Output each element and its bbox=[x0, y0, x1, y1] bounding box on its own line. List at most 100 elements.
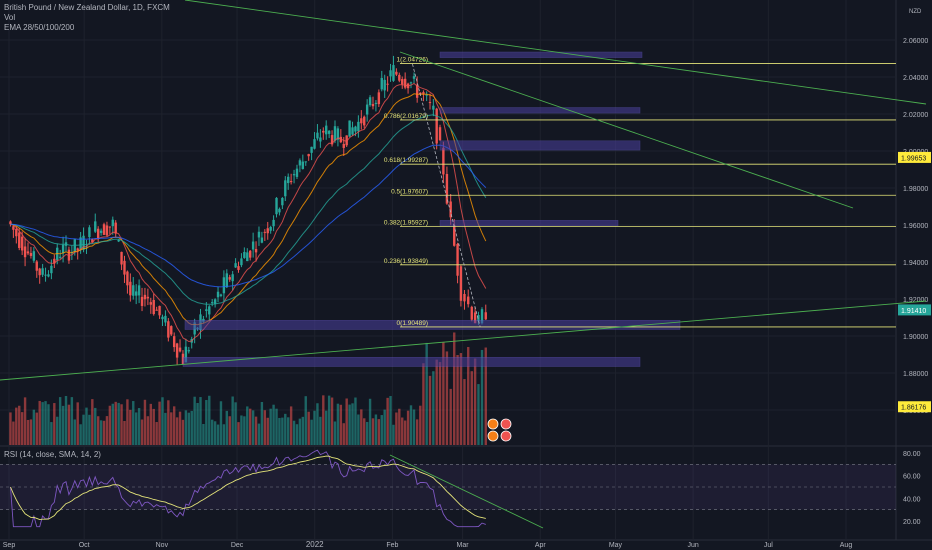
candle-body bbox=[380, 77, 383, 90]
candle-body bbox=[184, 346, 188, 363]
volume-bar bbox=[251, 410, 255, 445]
volume-bar bbox=[269, 408, 272, 445]
volume-bar bbox=[50, 422, 53, 445]
candle-body bbox=[371, 104, 375, 107]
volume-bar bbox=[35, 412, 38, 445]
candle-body bbox=[319, 137, 322, 142]
y-tick-label: 1.90000 bbox=[903, 334, 928, 341]
price-zone bbox=[184, 320, 681, 330]
volume-bar bbox=[102, 420, 106, 445]
volume-bar bbox=[365, 421, 369, 445]
volume-bar bbox=[47, 404, 50, 445]
volume-bar bbox=[9, 412, 12, 445]
volume-bar bbox=[184, 410, 188, 445]
candle-body bbox=[281, 197, 284, 206]
volume-bar bbox=[134, 412, 138, 445]
candle-body bbox=[428, 102, 432, 104]
volume-bar bbox=[422, 363, 425, 445]
candle-body bbox=[178, 347, 182, 352]
volume-bar bbox=[453, 332, 456, 445]
candle-body bbox=[105, 225, 109, 236]
fib-level-label: 0.786(2.01679) bbox=[384, 113, 428, 120]
candle-body bbox=[383, 79, 386, 91]
candle-body bbox=[29, 253, 33, 256]
volume-bar bbox=[298, 418, 302, 445]
candle-body bbox=[123, 260, 126, 275]
fib-level-label: 0.5(1.97607) bbox=[391, 188, 428, 195]
volume-bar bbox=[96, 416, 100, 445]
candle-body bbox=[237, 266, 240, 270]
volume-bar bbox=[20, 412, 24, 445]
candle-body bbox=[467, 296, 470, 305]
volume-bar bbox=[295, 424, 299, 445]
x-tick-label: Aug bbox=[840, 542, 853, 549]
volume-bar bbox=[178, 411, 182, 445]
volume-legend[interactable]: Vol bbox=[4, 13, 16, 22]
candle-body bbox=[249, 250, 252, 258]
candle-body bbox=[292, 174, 296, 176]
symbol-title[interactable]: British Pound / New Zealand Dollar, 1D, … bbox=[4, 3, 170, 12]
volume-bar bbox=[307, 411, 310, 445]
candle-body bbox=[76, 248, 79, 251]
candle-body bbox=[304, 161, 307, 163]
fib-level-label: 0.382(1.95927) bbox=[384, 219, 428, 226]
volume-bar bbox=[310, 419, 313, 445]
volume-bar bbox=[152, 408, 155, 445]
candle-body bbox=[94, 221, 97, 232]
x-tick-label: May bbox=[609, 542, 623, 549]
volume-bar bbox=[246, 406, 249, 445]
volume-bar bbox=[123, 420, 126, 445]
volume-bar bbox=[99, 420, 103, 445]
candle-body bbox=[140, 296, 144, 306]
candle-body bbox=[26, 251, 30, 254]
candle-body bbox=[307, 154, 310, 157]
volume-bar bbox=[126, 399, 129, 445]
candle-body bbox=[152, 300, 155, 315]
candle-body bbox=[251, 241, 255, 250]
candle-body bbox=[480, 309, 484, 324]
candle-body bbox=[442, 147, 445, 175]
candle-body bbox=[449, 201, 452, 218]
candle-body bbox=[333, 126, 337, 141]
volume-bar bbox=[67, 404, 71, 445]
candle-body bbox=[210, 302, 214, 304]
candle-body bbox=[401, 79, 404, 85]
volume-bar bbox=[175, 417, 179, 445]
volume-bar bbox=[193, 396, 196, 445]
volume-bar bbox=[53, 403, 56, 445]
volume-bar bbox=[398, 408, 401, 445]
candle-body bbox=[313, 139, 316, 149]
x-tick-label: Apr bbox=[535, 542, 547, 549]
volume-bar bbox=[167, 400, 170, 445]
volume-bar bbox=[56, 416, 59, 445]
candle-body bbox=[228, 277, 231, 280]
volume-bar bbox=[371, 418, 375, 445]
candle-body bbox=[35, 261, 38, 271]
rsi-legend[interactable]: RSI (14, close, SMA, 14, 2) bbox=[4, 450, 101, 459]
candle-body bbox=[240, 258, 243, 266]
volume-bar bbox=[477, 384, 480, 445]
candle-body bbox=[389, 70, 392, 77]
volume-bar bbox=[345, 398, 348, 445]
volume-bar bbox=[401, 417, 404, 445]
ema-legend[interactable]: EMA 28/50/100/200 bbox=[4, 23, 75, 32]
y-tick-label: 1.94000 bbox=[903, 260, 928, 267]
candle-body bbox=[470, 306, 473, 320]
candle-body bbox=[53, 258, 56, 264]
volume-bar bbox=[333, 421, 337, 445]
volume-series bbox=[9, 332, 487, 445]
candle-body bbox=[231, 274, 234, 282]
trendline-descending-long bbox=[184, 0, 927, 105]
volume-bar bbox=[351, 403, 354, 445]
marked-price-2: 1.86176 bbox=[901, 405, 926, 412]
volume-bar bbox=[449, 388, 452, 445]
candle-body bbox=[363, 116, 366, 126]
candle-body bbox=[137, 285, 141, 296]
volume-bar bbox=[403, 420, 407, 445]
candle-body bbox=[187, 350, 191, 352]
candle-body bbox=[422, 92, 425, 94]
volume-bar bbox=[327, 395, 331, 445]
candle-body bbox=[155, 309, 158, 311]
candle-body bbox=[132, 285, 135, 296]
